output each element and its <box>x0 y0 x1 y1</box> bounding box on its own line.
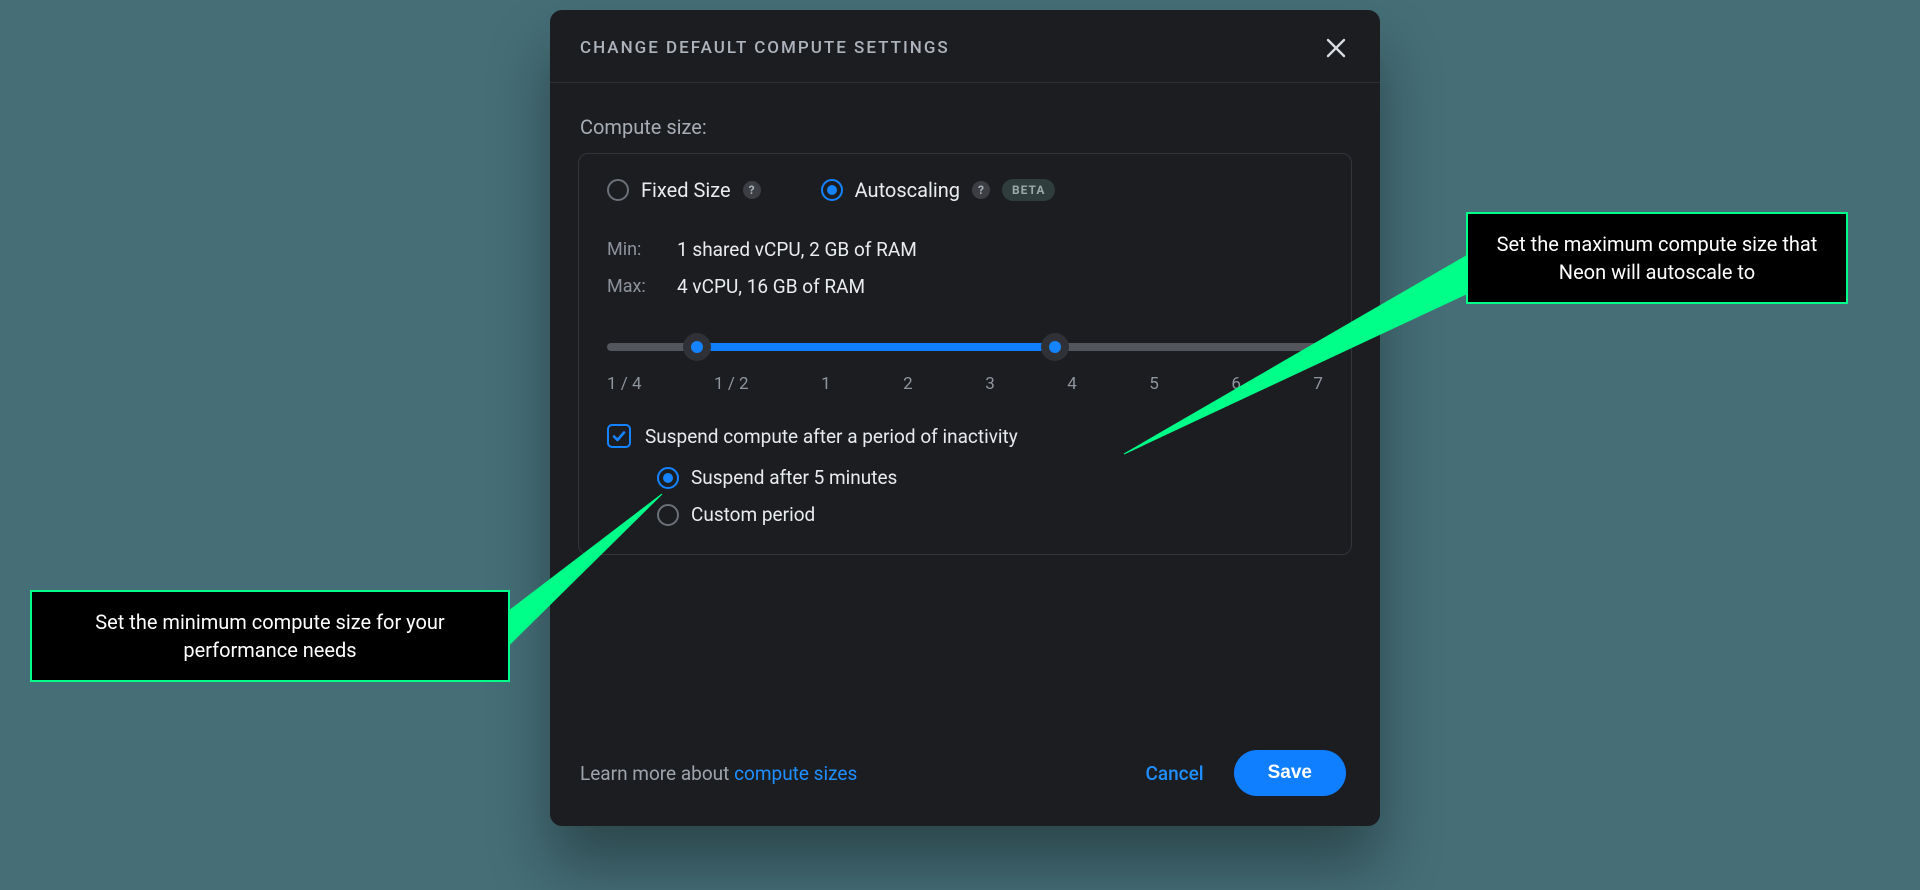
slider-thumb-max[interactable] <box>1041 333 1069 361</box>
radio-circle[interactable] <box>607 179 629 201</box>
slider-fill <box>697 343 1055 351</box>
dialog-header: CHANGE DEFAULT COMPUTE SETTINGS <box>550 10 1380 82</box>
radio-circle[interactable] <box>657 504 679 526</box>
radio-label: Custom period <box>691 503 815 526</box>
compute-settings-dialog: CHANGE DEFAULT COMPUTE SETTINGS Compute … <box>550 10 1380 826</box>
radio-circle[interactable] <box>657 467 679 489</box>
radio-label: Fixed Size <box>641 178 731 202</box>
radio-label: Suspend after 5 minutes <box>691 466 897 489</box>
min-row: Min: 1 shared vCPU, 2 GB of RAM <box>607 238 1323 261</box>
radio-autoscaling[interactable]: Autoscaling ? BETA <box>821 178 1056 202</box>
radio-label: Autoscaling <box>855 178 960 202</box>
size-mode-row: Fixed Size ? Autoscaling ? BETA <box>607 178 1323 202</box>
slider-tick: 1 / 4 <box>607 374 642 394</box>
compute-sizes-link[interactable]: compute sizes <box>734 762 857 785</box>
cancel-button[interactable]: Cancel <box>1145 762 1203 785</box>
min-label: Min: <box>607 239 677 260</box>
max-row: Max: 4 vCPU, 16 GB of RAM <box>607 275 1323 298</box>
beta-badge: BETA <box>1002 179 1055 201</box>
close-icon[interactable] <box>1322 34 1350 62</box>
slider-tick: 7 <box>1313 374 1323 394</box>
save-button[interactable]: Save <box>1234 750 1346 796</box>
slider-tick: 4 <box>1067 374 1077 394</box>
radio-custom-period[interactable]: Custom period <box>657 503 1323 526</box>
suspend-block: Suspend compute after a period of inacti… <box>607 424 1323 526</box>
min-value: 1 shared vCPU, 2 GB of RAM <box>677 238 917 261</box>
slider-tick: 6 <box>1231 374 1241 394</box>
max-value: 4 vCPU, 16 GB of RAM <box>677 275 865 298</box>
slider-tick: 5 <box>1149 374 1159 394</box>
suspend-label: Suspend compute after a period of inacti… <box>645 425 1018 448</box>
slider-thumb-min[interactable] <box>683 333 711 361</box>
max-label: Max: <box>607 276 677 297</box>
callout-max: Set the maximum compute size that Neon w… <box>1466 212 1848 304</box>
learn-more-prefix: Learn more about <box>580 762 734 785</box>
slider-tick: 1 / 2 <box>714 374 749 394</box>
callout-min: Set the minimum compute size for your pe… <box>30 590 510 682</box>
suspend-options: Suspend after 5 minutes Custom period <box>657 466 1323 526</box>
slider-ticks: 1 / 4 1 / 2 1 2 3 4 5 6 7 <box>607 374 1323 394</box>
slider-tick: 1 <box>821 374 831 394</box>
compute-size-panel: Fixed Size ? Autoscaling ? BETA Min: 1 s… <box>578 153 1352 555</box>
radio-suspend-after[interactable]: Suspend after 5 minutes <box>657 466 1323 489</box>
learn-more: Learn more about compute sizes <box>580 762 857 785</box>
radio-circle[interactable] <box>821 179 843 201</box>
dialog-title: CHANGE DEFAULT COMPUTE SETTINGS <box>580 38 950 58</box>
section-label: Compute size: <box>550 91 1380 153</box>
radio-fixed-size[interactable]: Fixed Size ? <box>607 178 761 202</box>
dialog-footer: Learn more about compute sizes Cancel Sa… <box>550 724 1380 826</box>
suspend-checkbox[interactable] <box>607 424 631 448</box>
divider <box>550 82 1380 83</box>
compute-slider[interactable]: 1 / 4 1 / 2 1 2 3 4 5 6 7 <box>607 332 1323 394</box>
slider-tick: 3 <box>985 374 995 394</box>
footer-actions: Cancel Save <box>1145 750 1346 796</box>
help-icon[interactable]: ? <box>972 181 990 199</box>
suspend-checkbox-row[interactable]: Suspend compute after a period of inacti… <box>607 424 1323 448</box>
slider-track-container[interactable] <box>607 332 1323 360</box>
help-icon[interactable]: ? <box>743 181 761 199</box>
slider-tick: 2 <box>903 374 913 394</box>
